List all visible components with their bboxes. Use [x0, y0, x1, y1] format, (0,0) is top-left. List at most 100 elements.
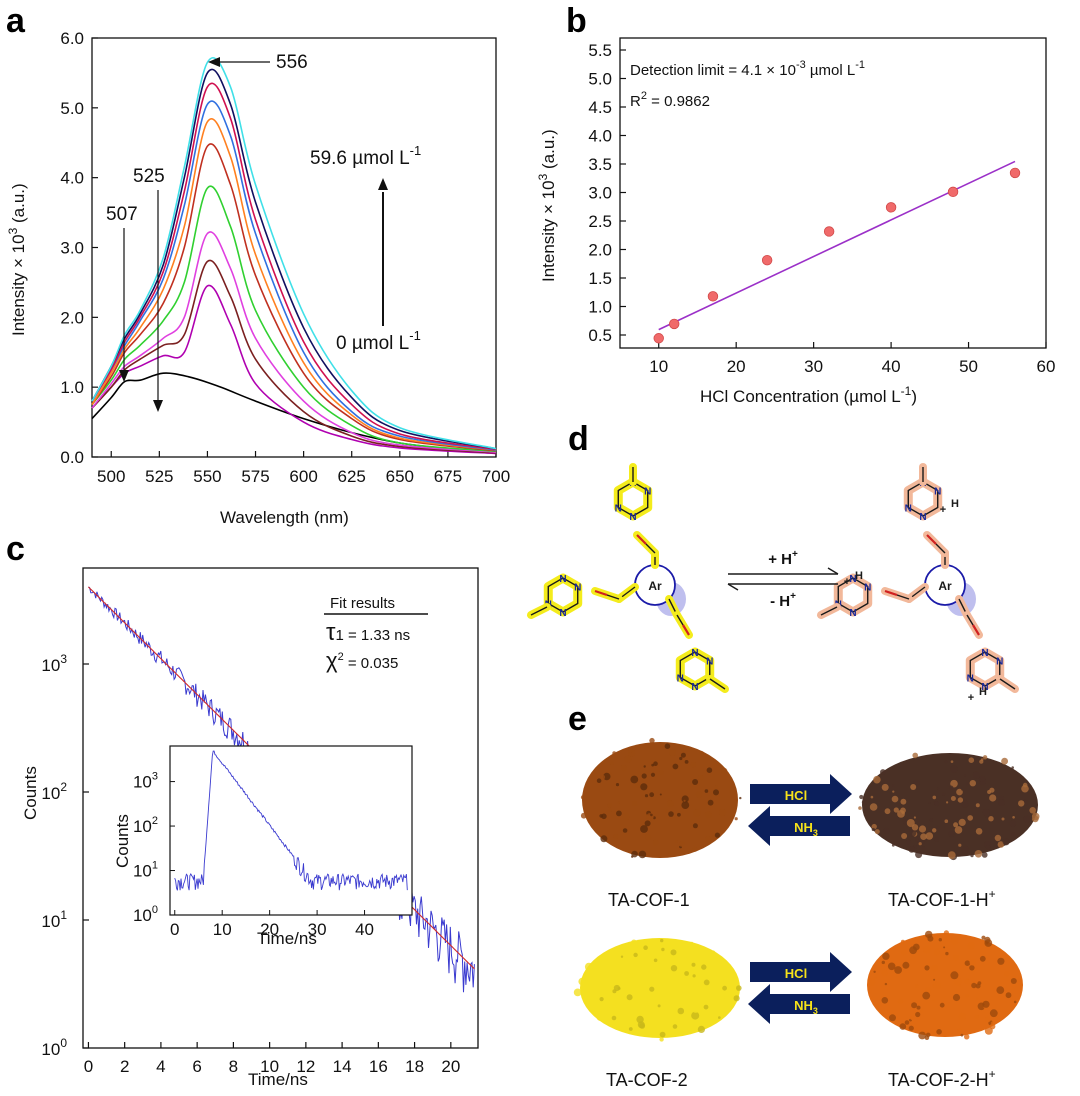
ta-cof-1-h-pile [862, 753, 1038, 857]
ta-cof-1-grain [649, 737, 655, 744]
x-tick-label-c: 2 [120, 1057, 129, 1076]
ta-cof-2-grain [690, 941, 694, 945]
label-ta-cof-1-h: TA-COF-1-H+ [888, 887, 996, 910]
y-tick-label-b: 1.0 [588, 298, 612, 317]
protonated-top-nitrogen: N [905, 504, 912, 515]
ta-cof-2-h-grain [933, 981, 941, 990]
ta-cof-2-h-grain [873, 970, 876, 973]
ta-cof-1-grain [644, 820, 651, 827]
ta-cof-2-grain [684, 977, 689, 982]
ta-cof-1-h-grain [985, 845, 991, 850]
y-tick-label-a: 2.0 [60, 308, 84, 327]
ta-cof-1-h-grain [859, 794, 864, 800]
ta-cof-2-h-grain [933, 978, 936, 981]
ta-cof-2-h-grain [952, 954, 960, 961]
label-ta-cof-2-h: TA-COF-2-H+ [888, 1067, 996, 1090]
ta-cof-2-h-grain [925, 930, 933, 939]
arrow-556-head [208, 57, 220, 67]
ta-cof-1-grain [681, 801, 690, 809]
ta-cof-1-h-grain [997, 841, 1005, 848]
ta-cof-2-h-grain [932, 1017, 936, 1021]
ta-cof-1-pile [582, 742, 738, 858]
neutral-top-vinyl-a [645, 543, 656, 554]
ta-cof-2-h-grain [867, 978, 876, 986]
ta-cof-2-h-grain [958, 984, 962, 988]
ta-cof-1-grain [692, 809, 701, 817]
ta-cof-2-h-grain [996, 986, 1005, 994]
ta-cof-2-grain [659, 962, 663, 966]
ta-cof-2-h-grain [969, 965, 975, 971]
protonated-top-nitrogen: N [919, 512, 926, 523]
ta-cof-1-grain [714, 832, 721, 838]
ta-cof-2-h-grain [933, 949, 940, 956]
ta-cof-1-h-grain [961, 800, 969, 808]
plot-frame-b [619, 37, 1047, 349]
ta-cof-2-grain [703, 979, 710, 986]
panel-label-a: a [6, 2, 26, 40]
x-tick-label-b: 20 [727, 357, 746, 376]
row-2-forward-arrow [750, 952, 852, 992]
ta-cof-1-h-grain [981, 852, 988, 858]
neutral-left-ring [547, 577, 579, 613]
ta-cof-2-h-grain [938, 938, 942, 942]
ta-cof-2-h-grain [912, 943, 920, 951]
ta-cof-2-h-grain [1013, 1000, 1017, 1004]
neutral-top-ring [617, 481, 649, 517]
protonated-left-nitrogen: N [849, 574, 856, 585]
ta-cof-2-grain [659, 1031, 666, 1038]
ta-cof-2-h-grain [889, 1014, 896, 1022]
ta-cof-2-grain [692, 981, 701, 989]
ta-cof-2-h-grain [874, 976, 877, 980]
x-tick-label-a: 525 [145, 467, 173, 486]
ta-cof-1-h-grain [944, 819, 949, 823]
ta-cof-1-grain [718, 808, 727, 817]
ta-cof-1-h-grain [1031, 812, 1040, 821]
ta-cof-1-h-grain [920, 833, 927, 840]
ta-cof-2-h-grain [981, 935, 986, 940]
ta-cof-1-grain [672, 763, 679, 770]
y-tick-label-a: 0.0 [60, 448, 84, 467]
ta-cof-1-grain [665, 809, 669, 813]
ta-cof-1-h-grain [975, 828, 983, 835]
ta-cof-1-grain [695, 791, 703, 798]
backward-arrow-head [727, 583, 739, 591]
ta-cof-1-h-grain [963, 774, 967, 777]
ta-cof-1-h-grain [891, 843, 895, 847]
ta-cof-2-h-grain [958, 1012, 966, 1021]
protonated-right-ring [969, 651, 1001, 687]
ta-cof-2-grain [703, 1004, 709, 1010]
ta-cof-1-grain [644, 794, 649, 798]
protonated-top-nitrogen: N [934, 487, 941, 498]
plot-frame-a [91, 37, 497, 458]
ta-cof-1-h-grain [1012, 816, 1015, 819]
row-2-backward-label: NH3 [794, 998, 818, 1016]
ta-cof-1-h-grain [1029, 807, 1036, 814]
ta-cof-1-h-grain [950, 765, 958, 773]
ta-cof-1-grain [690, 761, 697, 768]
y-tick-label-b: 3.5 [588, 155, 612, 174]
ta-cof-1-grain [596, 778, 602, 783]
ta-cof-1-h-grain [905, 839, 912, 845]
spectrum-line-5 [91, 143, 497, 452]
ta-cof-1-h-grain [978, 775, 986, 782]
x-tick-label-b: 50 [959, 357, 978, 376]
row-1-forward-arrow [750, 774, 852, 814]
ta-cof-2-h-grain [984, 936, 991, 944]
fit-results-title: Fit results [330, 595, 395, 612]
neutral-right-vinyl-a [676, 614, 684, 626]
x-tick-label-a: 600 [289, 467, 317, 486]
ta-cof-2-h-grain [932, 998, 935, 1002]
ta-cof-1-h-grain [1009, 820, 1017, 827]
arrow-507-head [119, 370, 129, 382]
ta-cof-1-h-grain [891, 795, 899, 803]
ta-cof-1-h-grain [997, 799, 1005, 807]
ta-cof-1-grain [659, 770, 664, 775]
ta-cof-2-grain [624, 979, 631, 986]
protonated-right-tail [999, 678, 1016, 690]
ta-cof-2-grain [695, 947, 699, 950]
spectrum-line-2 [91, 259, 497, 454]
ta-cof-2-h-grain [947, 1002, 951, 1005]
ta-cof-2-h-grain [1004, 1010, 1008, 1015]
inset-frame [169, 745, 413, 916]
data-point-2 [707, 291, 719, 302]
